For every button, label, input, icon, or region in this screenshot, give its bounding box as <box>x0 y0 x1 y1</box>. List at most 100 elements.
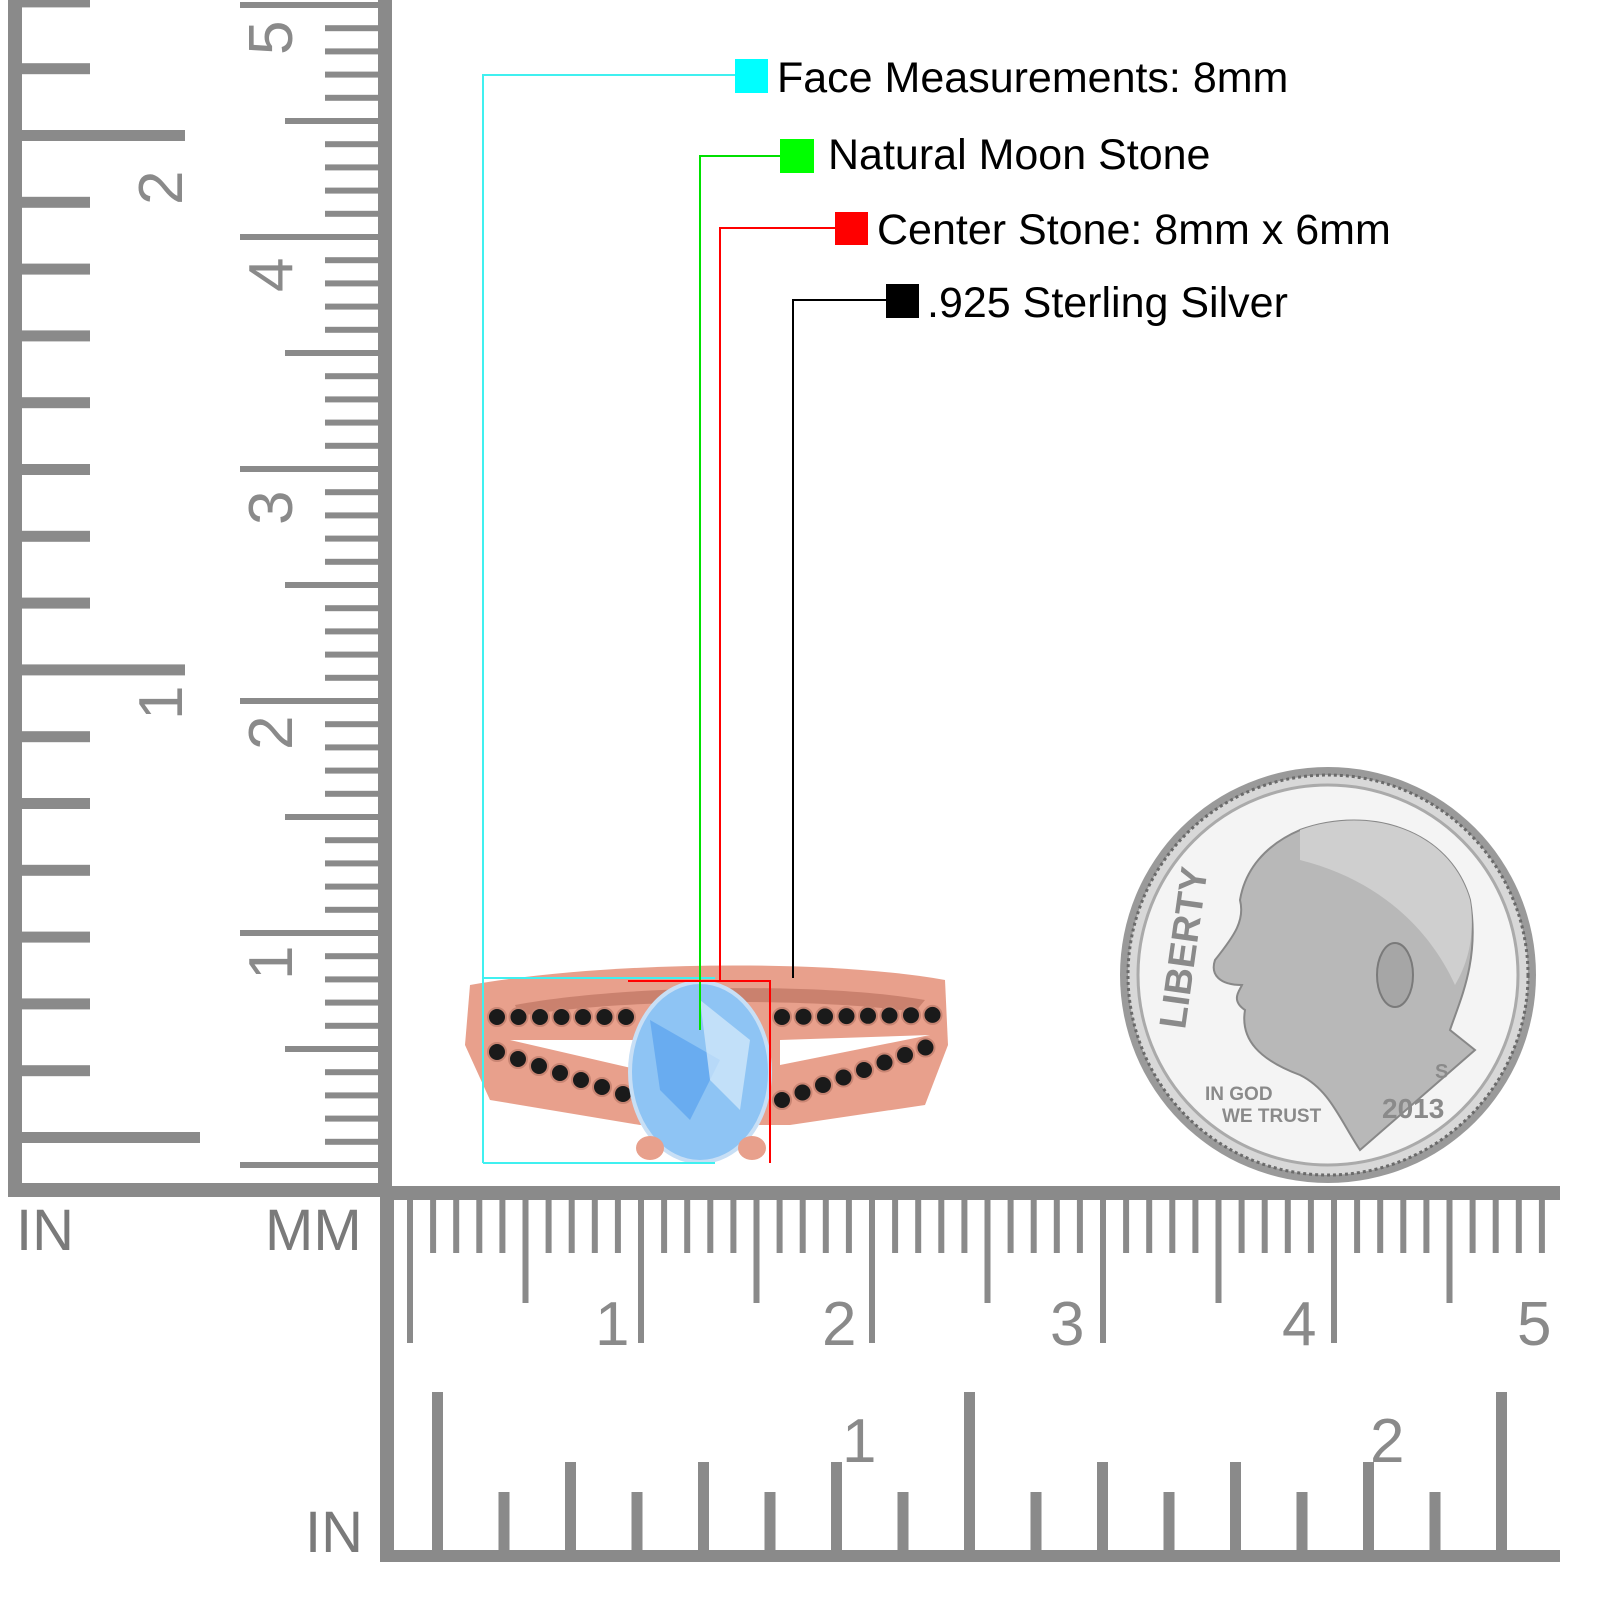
left-cm-number: 4 <box>237 258 306 292</box>
black-accent-stone <box>571 1070 591 1090</box>
mm-tick <box>325 373 380 380</box>
mm-tick <box>285 350 380 356</box>
left-inch-number: 2 <box>127 171 196 205</box>
black-accent-stone <box>592 1077 612 1097</box>
mm-tick <box>568 1198 575 1253</box>
black-accent-stone <box>815 1006 835 1027</box>
mm-tick <box>1538 1198 1545 1253</box>
left-mm-unit-label: MM <box>265 1198 362 1263</box>
bottom-cm-number: 3 <box>1050 1290 1084 1359</box>
inch-tick <box>20 130 185 141</box>
mm-tick <box>753 1198 760 1303</box>
inch-tick <box>20 1065 90 1077</box>
mm-tick <box>776 1198 783 1253</box>
mm-tick <box>285 118 380 124</box>
mm-tick <box>325 790 380 797</box>
black-accent-stone <box>530 1007 550 1027</box>
bottom-cm-number: 4 <box>1282 1290 1316 1359</box>
face-measurements-label: Face Measurements: 8mm <box>777 54 1288 102</box>
left-ruler <box>8 0 392 1197</box>
inch-tick <box>964 1392 975 1552</box>
black-accent-stone <box>792 1082 813 1103</box>
mm-tick <box>499 1198 506 1253</box>
mm-tick <box>325 280 380 287</box>
mm-tick <box>1284 1198 1291 1253</box>
left-ruler-edge <box>8 0 22 1195</box>
mm-tick <box>915 1198 922 1253</box>
mm-tick <box>325 558 380 565</box>
mm-tick <box>1492 1198 1499 1253</box>
inch-tick <box>20 530 90 542</box>
mm-tick <box>240 1162 380 1168</box>
mm-tick <box>325 257 380 264</box>
mm-tick <box>240 2 380 8</box>
mm-tick <box>325 1115 380 1122</box>
mm-tick <box>325 164 380 171</box>
inch-tick <box>20 196 90 208</box>
mm-tick <box>325 953 380 960</box>
inch-tick <box>1496 1392 1507 1552</box>
mm-tick <box>1261 1198 1268 1253</box>
bottom-ruler-base <box>380 1550 1560 1562</box>
mm-tick <box>869 1198 875 1343</box>
mm-tick <box>325 976 380 983</box>
mm-tick <box>285 1046 380 1052</box>
mm-tick <box>1169 1198 1176 1253</box>
left-inch-number: 1 <box>127 686 196 720</box>
ring-product <box>465 965 948 1164</box>
inch-tick <box>1163 1492 1175 1552</box>
black-accent-stone <box>487 1007 507 1027</box>
mm-tick <box>591 1198 598 1253</box>
left-inch-unit-label: IN <box>16 1198 74 1263</box>
mm-tick <box>325 25 380 32</box>
mm-tick <box>1515 1198 1522 1253</box>
black-accent-stone <box>922 1004 943 1025</box>
coin-mint-mark: S <box>1435 1061 1448 1083</box>
mm-tick <box>1100 1198 1106 1343</box>
left-cm-number: 1 <box>237 946 306 980</box>
mm-tick <box>707 1198 714 1253</box>
center-stone-label: Center Stone: 8mm x 6mm <box>877 206 1391 254</box>
mm-tick <box>453 1198 460 1253</box>
mm-tick <box>1076 1198 1083 1253</box>
bottom-ruler-edge <box>380 1186 1560 1200</box>
mm-tick <box>984 1198 991 1303</box>
black-accent-stone <box>573 1007 593 1027</box>
mm-tick <box>822 1198 829 1253</box>
mm-tick <box>325 767 380 774</box>
mm-tick <box>325 535 380 542</box>
mm-tick <box>325 906 380 913</box>
mm-tick <box>325 860 380 867</box>
mm-tick <box>476 1198 483 1253</box>
coin-motto-line1: IN GOD <box>1205 1084 1273 1105</box>
legend-swatch-black <box>886 284 919 318</box>
mm-tick <box>661 1198 668 1253</box>
black-accent-stone <box>529 1056 549 1076</box>
mm-tick <box>325 141 380 148</box>
mm-tick <box>545 1198 552 1253</box>
bottom-inch-number: 1 <box>842 1407 876 1476</box>
mm-tick <box>1192 1198 1199 1253</box>
mm-tick <box>961 1198 968 1253</box>
stone-type-label: Natural Moon Stone <box>828 131 1210 179</box>
mm-tick <box>522 1198 529 1303</box>
left-cm-number: 5 <box>237 21 306 55</box>
mm-tick <box>325 396 380 403</box>
metal-label: .925 Sterling Silver <box>927 279 1288 327</box>
bottom-inch-number: 2 <box>1370 1407 1404 1476</box>
inch-tick <box>631 1492 643 1552</box>
black-accent-stone <box>901 1005 921 1026</box>
inch-tick <box>1296 1492 1308 1552</box>
bottom-inch-unit-label: IN <box>305 1500 363 1565</box>
mm-tick <box>325 674 380 681</box>
mm-tick <box>1215 1198 1222 1303</box>
mm-tick <box>1053 1198 1060 1253</box>
coin-motto-line2: WE TRUST <box>1222 1106 1322 1127</box>
left-cm-number: 2 <box>237 716 306 750</box>
black-accent-stone <box>879 1005 900 1026</box>
inch-tick <box>498 1492 510 1552</box>
mm-tick <box>1446 1198 1453 1303</box>
inch-tick <box>1429 1492 1441 1552</box>
inch-tick <box>897 1492 909 1552</box>
